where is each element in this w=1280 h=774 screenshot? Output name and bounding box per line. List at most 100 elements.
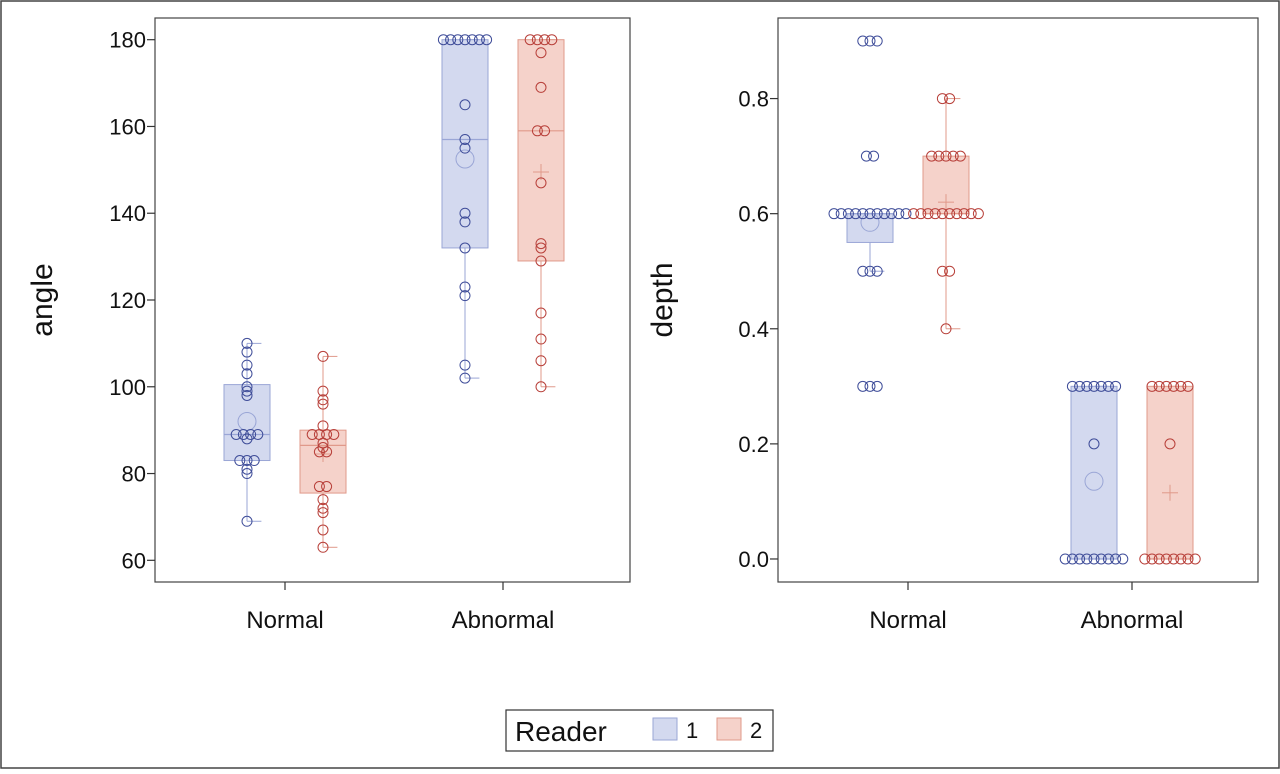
- data-point: [437, 34, 449, 46]
- data-point: [944, 208, 956, 220]
- data-point: [466, 34, 478, 46]
- data-point: [857, 380, 869, 392]
- box-reader-1-abnormal: [437, 34, 493, 384]
- y-tick-label: 120: [109, 288, 146, 313]
- data-point: [241, 368, 253, 380]
- data-point: [313, 446, 325, 458]
- y-tick-label: 180: [109, 28, 146, 53]
- data-point: [947, 150, 959, 162]
- data-point: [871, 265, 883, 277]
- data-point: [933, 150, 945, 162]
- data-point: [1066, 553, 1078, 565]
- data-point: [241, 346, 253, 358]
- plot-frame: [777, 17, 1259, 583]
- data-point: [864, 380, 876, 392]
- data-point: [1175, 553, 1187, 565]
- data-point: [871, 208, 883, 220]
- data-point: [954, 150, 966, 162]
- box-reader-1-normal: [828, 35, 912, 392]
- data-point: [241, 389, 253, 401]
- legend-label-reader-2: 2: [750, 718, 762, 743]
- data-point: [835, 208, 847, 220]
- data-point: [871, 35, 883, 47]
- data-point: [1164, 438, 1176, 450]
- data-point: [241, 359, 253, 371]
- data-point: [1168, 553, 1180, 565]
- data-point: [936, 265, 948, 277]
- box-reader-2-normal: [908, 93, 984, 335]
- data-point: [241, 385, 253, 397]
- box-body: [1146, 385, 1194, 560]
- data-point: [1146, 553, 1158, 565]
- y-tick-label: 160: [109, 114, 146, 139]
- x-tick-label-normal: Normal: [869, 607, 946, 634]
- data-point: [878, 208, 890, 220]
- x-tick-label-normal: Normal: [246, 607, 323, 634]
- y-tick-label: 0.4: [738, 317, 769, 342]
- data-point: [539, 125, 551, 137]
- data-point: [944, 93, 956, 105]
- data-point: [1074, 553, 1086, 565]
- mean-marker: [455, 149, 475, 169]
- data-point: [535, 333, 547, 345]
- y-tick-label: 0.2: [738, 432, 769, 457]
- data-point: [459, 216, 471, 228]
- data-point: [1175, 380, 1187, 392]
- data-point: [951, 208, 963, 220]
- data-point: [241, 463, 253, 475]
- data-point: [328, 428, 340, 440]
- y-tick-label: 140: [109, 201, 146, 226]
- data-point: [1110, 380, 1122, 392]
- data-point: [313, 481, 325, 493]
- data-point: [535, 242, 547, 254]
- y-tick-label: 80: [122, 462, 146, 487]
- data-point: [230, 428, 242, 440]
- angle-axis-title: angle: [26, 263, 59, 336]
- data-point: [459, 290, 471, 302]
- legend: Reader 1 2: [505, 709, 774, 752]
- data-point: [940, 150, 952, 162]
- data-point: [857, 35, 869, 47]
- data-point: [1168, 380, 1180, 392]
- y-tick-label: 60: [122, 548, 146, 573]
- data-point: [857, 208, 869, 220]
- data-point: [473, 34, 485, 46]
- data-point: [936, 208, 948, 220]
- data-point: [459, 34, 471, 46]
- data-point: [922, 208, 934, 220]
- data-point: [1066, 380, 1078, 392]
- data-point: [234, 455, 246, 467]
- data-point: [241, 381, 253, 393]
- data-point: [864, 208, 876, 220]
- data-point: [936, 93, 948, 105]
- data-point: [317, 385, 329, 397]
- data-point: [535, 381, 547, 393]
- data-point: [842, 208, 854, 220]
- data-point: [317, 541, 329, 553]
- y-tick-label: 100: [109, 375, 146, 400]
- data-point: [940, 323, 952, 335]
- data-point: [1081, 380, 1093, 392]
- data-point: [317, 350, 329, 362]
- data-point: [535, 81, 547, 93]
- data-point: [857, 265, 869, 277]
- data-point: [306, 428, 318, 440]
- data-point: [459, 372, 471, 384]
- data-point: [539, 34, 551, 46]
- legend-swatch-reader-1: [652, 717, 678, 741]
- data-point: [1088, 380, 1100, 392]
- data-point: [1095, 380, 1107, 392]
- data-point: [1182, 380, 1194, 392]
- data-point: [828, 208, 840, 220]
- data-point: [459, 281, 471, 293]
- data-point: [317, 502, 329, 514]
- legend-title: Reader: [515, 716, 607, 747]
- data-point: [445, 34, 457, 46]
- x-tick-label-abnormal: Abnormal: [1081, 607, 1184, 634]
- data-point: [546, 34, 558, 46]
- data-point: [900, 208, 912, 220]
- data-point: [926, 150, 938, 162]
- data-point: [1110, 553, 1122, 565]
- data-point: [893, 208, 905, 220]
